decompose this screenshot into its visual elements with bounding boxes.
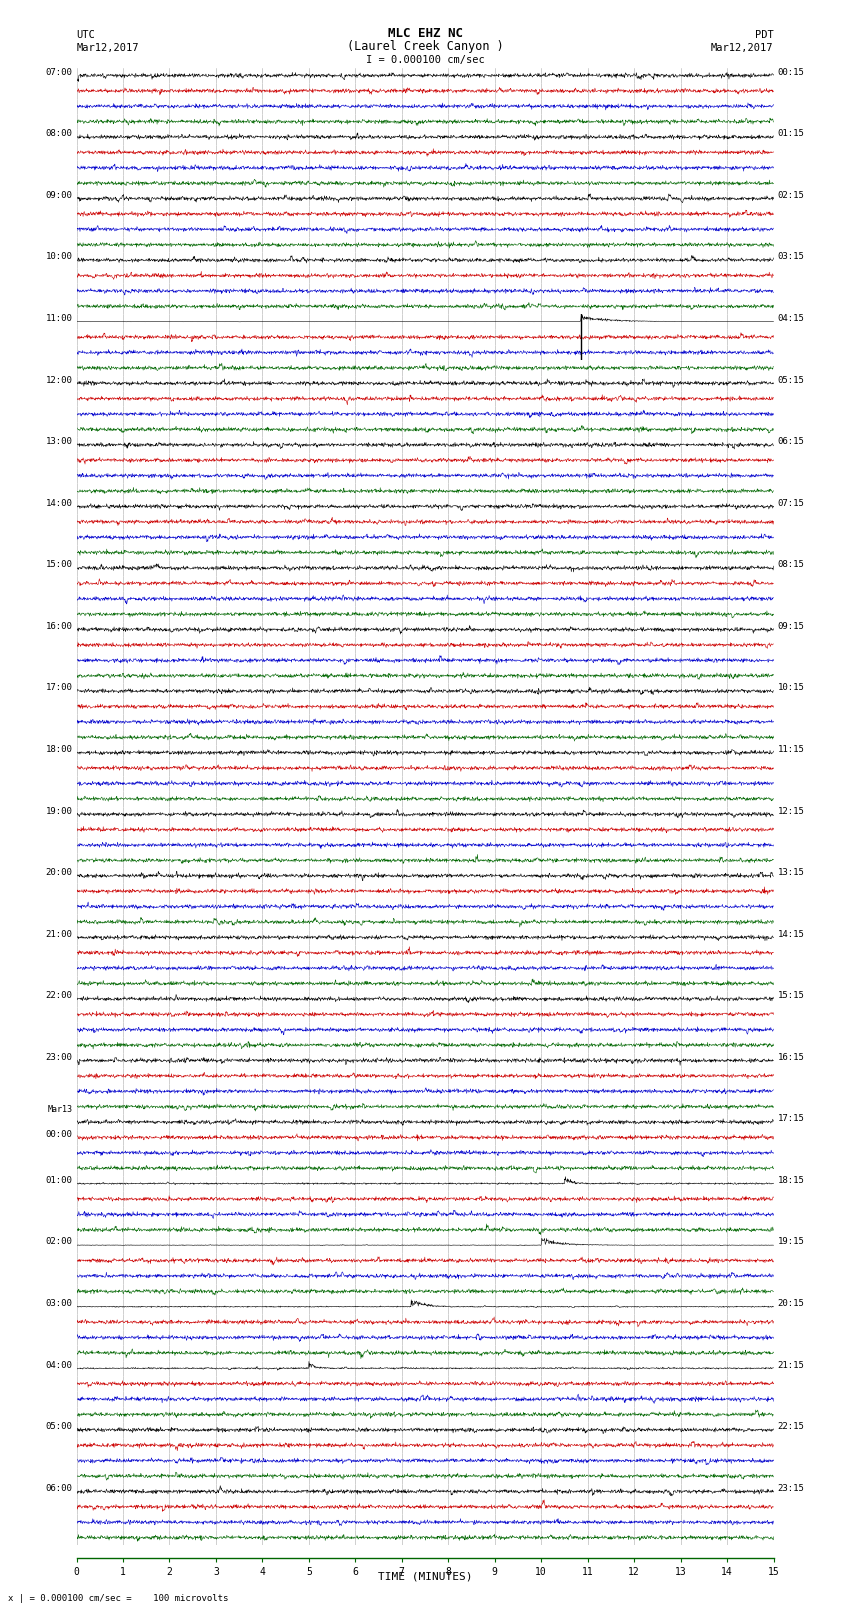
Text: 07:15: 07:15 <box>778 498 805 508</box>
Text: 16:00: 16:00 <box>45 621 72 631</box>
Text: x | = 0.000100 cm/sec =    100 microvolts: x | = 0.000100 cm/sec = 100 microvolts <box>8 1594 229 1603</box>
Text: 12:15: 12:15 <box>778 806 805 816</box>
Text: 20:00: 20:00 <box>45 868 72 877</box>
Text: 07:00: 07:00 <box>45 68 72 77</box>
Text: 00:15: 00:15 <box>778 68 805 77</box>
Text: 22:00: 22:00 <box>45 990 72 1000</box>
Text: PDT: PDT <box>755 29 774 39</box>
Text: TIME (MINUTES): TIME (MINUTES) <box>377 1571 473 1581</box>
Text: 14:00: 14:00 <box>45 498 72 508</box>
Text: 02:00: 02:00 <box>45 1237 72 1247</box>
Text: 00:00: 00:00 <box>45 1129 72 1139</box>
Text: 08:15: 08:15 <box>778 560 805 569</box>
Text: 19:15: 19:15 <box>778 1237 805 1247</box>
Text: 21:15: 21:15 <box>778 1360 805 1369</box>
Text: 23:15: 23:15 <box>778 1484 805 1492</box>
Text: 05:15: 05:15 <box>778 376 805 384</box>
Text: 13:15: 13:15 <box>778 868 805 877</box>
Text: 11:00: 11:00 <box>45 315 72 323</box>
Text: 12:00: 12:00 <box>45 376 72 384</box>
Text: UTC: UTC <box>76 29 95 39</box>
Text: 02:15: 02:15 <box>778 190 805 200</box>
Text: 09:00: 09:00 <box>45 190 72 200</box>
Text: 16:15: 16:15 <box>778 1053 805 1061</box>
Text: 11:15: 11:15 <box>778 745 805 753</box>
Text: 15:15: 15:15 <box>778 990 805 1000</box>
Text: 06:15: 06:15 <box>778 437 805 447</box>
Text: 10:15: 10:15 <box>778 684 805 692</box>
Text: I = 0.000100 cm/sec: I = 0.000100 cm/sec <box>366 55 484 65</box>
Text: (Laurel Creek Canyon ): (Laurel Creek Canyon ) <box>347 40 503 53</box>
Text: 06:00: 06:00 <box>45 1484 72 1492</box>
Text: Mar13: Mar13 <box>48 1105 72 1115</box>
Text: 17:00: 17:00 <box>45 684 72 692</box>
Text: 19:00: 19:00 <box>45 806 72 816</box>
Text: 14:15: 14:15 <box>778 929 805 939</box>
Text: 18:15: 18:15 <box>778 1176 805 1186</box>
Text: 18:00: 18:00 <box>45 745 72 753</box>
Text: 04:00: 04:00 <box>45 1360 72 1369</box>
Text: 13:00: 13:00 <box>45 437 72 447</box>
Text: 03:00: 03:00 <box>45 1298 72 1308</box>
Text: 09:15: 09:15 <box>778 621 805 631</box>
Text: 15:00: 15:00 <box>45 560 72 569</box>
Text: 01:15: 01:15 <box>778 129 805 139</box>
Text: MLC EHZ NC: MLC EHZ NC <box>388 26 462 39</box>
Text: 22:15: 22:15 <box>778 1423 805 1431</box>
Text: 23:00: 23:00 <box>45 1053 72 1061</box>
Text: 01:00: 01:00 <box>45 1176 72 1186</box>
Text: 17:15: 17:15 <box>778 1115 805 1123</box>
Text: 05:00: 05:00 <box>45 1423 72 1431</box>
Text: 08:00: 08:00 <box>45 129 72 139</box>
Text: 20:15: 20:15 <box>778 1298 805 1308</box>
Text: 04:15: 04:15 <box>778 315 805 323</box>
Text: 21:00: 21:00 <box>45 929 72 939</box>
Text: 10:00: 10:00 <box>45 253 72 261</box>
Text: 03:15: 03:15 <box>778 253 805 261</box>
Text: Mar12,2017: Mar12,2017 <box>76 44 139 53</box>
Text: Mar12,2017: Mar12,2017 <box>711 44 774 53</box>
